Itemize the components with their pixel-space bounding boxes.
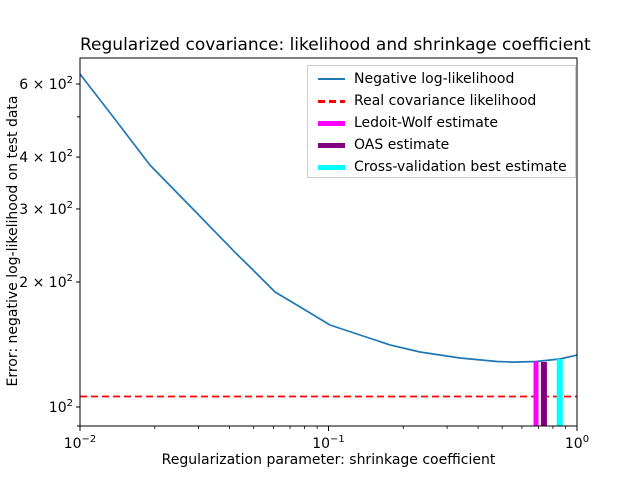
legend-entry: Real covariance likelihood — [318, 90, 575, 112]
legend-entry: OAS estimate — [318, 134, 575, 156]
y-tick-label: 6 × 102 — [19, 75, 73, 93]
legend-label: Negative log-likelihood — [354, 71, 515, 87]
legend-label: Ledoit-Wolf estimate — [354, 115, 498, 131]
y-axis-label: Error: negative log-likelihood on test d… — [5, 95, 21, 387]
y-tick-label: 2 × 102 — [19, 273, 73, 291]
axes-border — [79, 57, 578, 427]
legend-entry: Ledoit-Wolf estimate — [318, 112, 575, 134]
legend-line-sample-real-covariance — [318, 99, 345, 103]
legend-line-sample-ledoit-wolf — [318, 120, 345, 126]
legend-entry: Cross-validation best estimate — [318, 156, 575, 178]
negative-log-likelihood-curve — [79, 73, 578, 363]
x-tick-label: 100 — [565, 434, 589, 452]
legend: Negative log-likelihood Real covariance … — [307, 65, 576, 178]
legend-line-sample-nll — [318, 78, 345, 80]
legend-line-sample-oas — [318, 142, 345, 148]
legend-label: Cross-validation best estimate — [354, 159, 567, 175]
x-tick-label: 10−1 — [312, 434, 345, 452]
legend-label: Real covariance likelihood — [354, 93, 537, 109]
chart-title: Regularized covariance: likelihood and s… — [80, 35, 591, 55]
x-tick-label: 10−2 — [64, 434, 97, 452]
legend-line-sample-cross-validation — [318, 164, 345, 170]
y-tick-label: 102 — [49, 398, 73, 416]
legend-entry: Negative log-likelihood — [318, 68, 575, 90]
x-axis-label: Regularization parameter: shrinkage coef… — [161, 452, 496, 468]
legend-label: OAS estimate — [354, 137, 450, 153]
y-tick-label: 4 × 102 — [19, 148, 73, 166]
y-tick-label: 3 × 102 — [19, 200, 73, 218]
